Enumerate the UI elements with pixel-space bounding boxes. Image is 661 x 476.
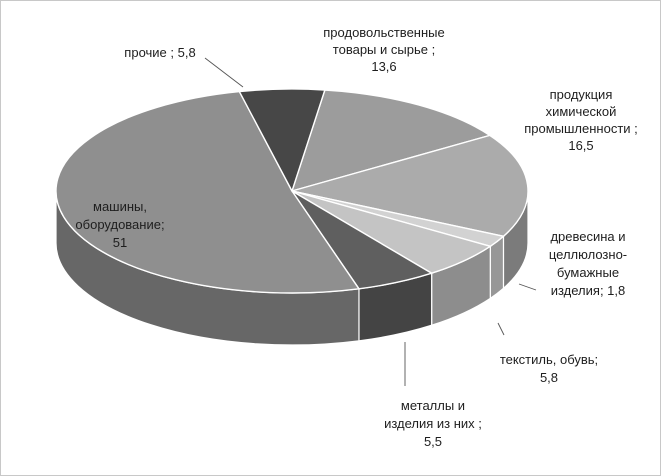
leader-текстиль-обувь xyxy=(497,322,505,336)
slice-продукция-химической-промышленности xyxy=(291,134,529,238)
slice-продовольственные-товары-и-сырье xyxy=(290,89,492,193)
label-прочие: прочие ; 5,8 xyxy=(124,45,195,60)
label-машины-оборудование: машины, оборудование; 51 xyxy=(75,199,164,250)
leader-lines xyxy=(204,57,537,386)
slice-машины-оборудование xyxy=(55,90,361,294)
label-древесина-и-целлюлозно-бумажные-изделия: древесина и целлюлозно-бумажные изделия; 1… xyxy=(549,229,627,298)
pie-tops xyxy=(55,88,529,294)
label-продукция-химической-промышленности: продукция химической промышленности ; 16,5 xyxy=(524,87,638,153)
pie-sides xyxy=(55,190,529,346)
leader-древесина-и-целлюлозно-бумажные-изделия xyxy=(518,283,537,291)
label-продовольственные-товары-и-сырье: продовольственные товары и сырье ; 13,6 xyxy=(323,25,444,74)
slice-labels: продовольственные товары и сырье ; 13,6 про… xyxy=(75,25,637,449)
label-металлы-и-изделия-из-них: металлы и изделия из них ; 5,5 xyxy=(384,398,482,449)
leader-прочие xyxy=(204,57,244,88)
slice-прочие xyxy=(238,88,326,193)
label-текстиль-обувь: текстиль, обувь; 5,8 xyxy=(500,352,598,385)
